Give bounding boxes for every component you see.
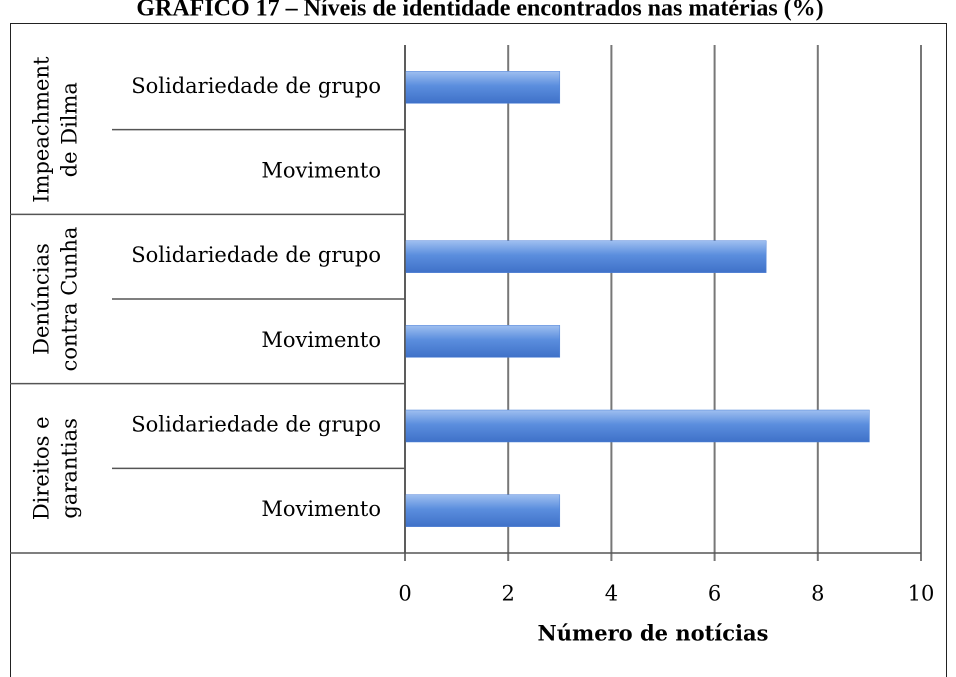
group-label: Denúncias: [30, 243, 54, 355]
y-tick-label: Solidariedade de grupo: [131, 74, 381, 98]
x-tick-label: 2: [502, 582, 515, 606]
x-tick-label: 4: [605, 582, 618, 606]
y-tick-label: Movimento: [261, 159, 381, 183]
bar: [404, 71, 561, 104]
group-label: contra Cunha: [58, 227, 82, 372]
bar: [404, 494, 561, 527]
bar: [404, 325, 561, 358]
chart-title: GRÁFICO 17 – Níveis de identidade encont…: [136, 0, 823, 22]
group-label: garantias: [58, 418, 82, 519]
x-axis-label: Número de notícias: [538, 621, 769, 646]
group-label: de Dilma: [58, 82, 82, 177]
group-label: Impeachment: [30, 56, 54, 203]
bar: [404, 409, 870, 443]
x-tick-label: 10: [908, 582, 935, 606]
y-tick-label: Movimento: [261, 328, 381, 352]
x-tick-label: 6: [708, 582, 721, 606]
bar: [404, 240, 767, 273]
y-tick-label: Solidariedade de grupo: [131, 413, 381, 437]
group-label: Direitos e: [30, 416, 54, 520]
y-tick-label: Movimento: [261, 497, 381, 521]
y-tick-label: Solidariedade de grupo: [131, 243, 381, 267]
frame: [10, 23, 947, 677]
x-tick-label: 0: [398, 582, 411, 606]
x-tick-label: 8: [811, 582, 824, 606]
